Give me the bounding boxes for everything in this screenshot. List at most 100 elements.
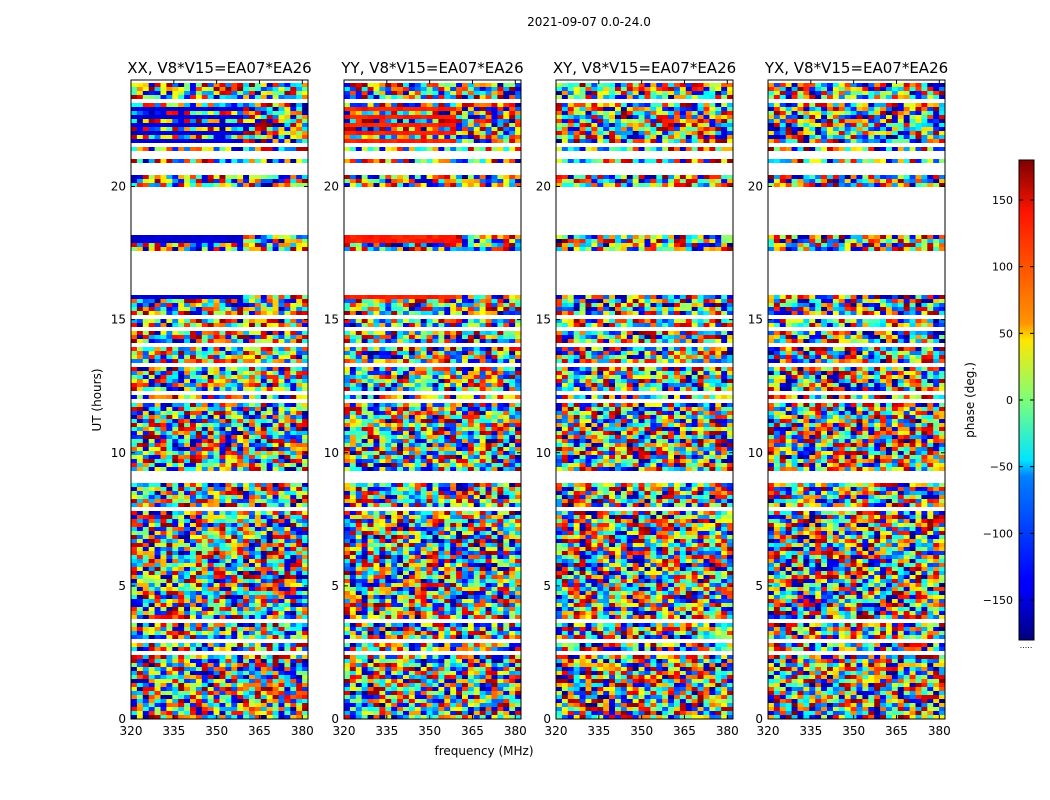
phase-cell <box>278 359 285 363</box>
phase-cell <box>450 671 457 675</box>
phase-cell <box>131 547 138 551</box>
phase-cell <box>284 515 291 519</box>
phase-cell <box>260 435 268 439</box>
phase-cell <box>296 95 303 99</box>
phase-cell <box>136 515 144 519</box>
phase-cell <box>148 555 156 559</box>
phase-cell <box>166 551 173 555</box>
phase-cell <box>260 523 268 527</box>
phase-cell <box>172 623 179 627</box>
phase-cell <box>166 523 173 527</box>
phase-cell <box>349 631 357 635</box>
phase-cell <box>166 615 173 619</box>
phase-cell <box>296 487 303 491</box>
phase-cell <box>420 611 428 615</box>
phase-cell <box>148 451 156 455</box>
phase-cell <box>296 175 303 179</box>
phase-cell <box>178 655 185 659</box>
phase-cell <box>254 431 262 435</box>
phase-cell <box>154 303 161 307</box>
phase-cell <box>509 563 516 567</box>
phase-cell <box>355 531 363 535</box>
phase-cell <box>178 679 185 683</box>
phase-cell <box>219 311 226 315</box>
phase-cell <box>219 583 226 587</box>
phase-cell <box>296 683 303 687</box>
phase-cell <box>254 631 262 635</box>
phase-cell <box>178 423 185 427</box>
phase-cell <box>207 339 215 343</box>
phase-cell <box>432 587 439 591</box>
phase-cell <box>290 359 297 363</box>
phase-cell <box>296 103 303 107</box>
phase-cell <box>201 675 209 679</box>
phase-cell <box>462 527 469 531</box>
phase-cell <box>195 655 203 659</box>
phase-cell <box>131 303 138 307</box>
phase-cell <box>385 679 392 683</box>
phase-cell <box>391 683 398 687</box>
phase-cell <box>361 595 369 599</box>
phase-cell <box>136 179 144 183</box>
phase-cell <box>373 567 380 571</box>
phase-cell <box>497 511 504 515</box>
phase-cell <box>213 395 220 399</box>
phase-cell <box>136 103 144 107</box>
phase-cell <box>385 675 392 679</box>
phase-cell <box>231 351 238 355</box>
phase-cell <box>391 555 398 559</box>
phase-cell <box>296 691 303 695</box>
phase-cell <box>249 91 256 95</box>
phase-cell <box>142 691 150 695</box>
phase-cell <box>166 631 173 635</box>
phase-cell <box>391 647 398 651</box>
phase-cell <box>349 571 357 575</box>
phase-cell <box>278 503 285 507</box>
phase-cell <box>154 483 161 487</box>
phase-cell <box>184 311 191 315</box>
phase-cell <box>172 339 179 343</box>
phase-cell <box>344 587 351 591</box>
phase-cell <box>148 559 156 563</box>
phase-cell <box>237 247 244 251</box>
phase-cell <box>349 595 357 599</box>
phase-cell <box>184 499 191 503</box>
phase-cell <box>408 579 416 583</box>
phase-cell <box>249 667 256 671</box>
phase-cell <box>201 131 209 135</box>
phase-cell <box>296 615 303 619</box>
phase-cell <box>503 607 510 611</box>
phase-cell <box>344 647 351 651</box>
phase-cell <box>213 627 220 631</box>
phase-cell <box>426 699 433 703</box>
phase-cell <box>160 567 167 571</box>
phase-cell <box>420 547 428 551</box>
phase-cell <box>485 551 492 555</box>
phase-cell <box>136 447 144 451</box>
phase-cell <box>231 519 238 523</box>
phase-cell <box>278 499 285 503</box>
phase-cell <box>207 395 215 399</box>
phase-cell <box>272 515 279 519</box>
phase-cell <box>515 535 522 539</box>
phase-cell <box>290 123 297 127</box>
phase-cell <box>166 559 173 563</box>
phase-cell <box>355 599 363 603</box>
phase-cell <box>361 647 369 651</box>
phase-cell <box>438 519 445 523</box>
phase-cell <box>154 551 161 555</box>
phase-cell <box>178 411 185 415</box>
phase-cell <box>467 659 475 663</box>
phase-cell <box>272 119 279 123</box>
phase-cell <box>355 527 363 531</box>
phase-cell <box>391 627 398 631</box>
phase-cell <box>278 667 285 671</box>
phase-cell <box>184 599 191 603</box>
phase-cell <box>225 491 232 495</box>
phase-cell <box>201 111 209 115</box>
phase-cell <box>237 643 244 647</box>
phase-cell <box>278 491 285 495</box>
phase-cell <box>485 563 492 567</box>
phase-cell <box>355 551 363 555</box>
phase-cell <box>207 175 215 179</box>
